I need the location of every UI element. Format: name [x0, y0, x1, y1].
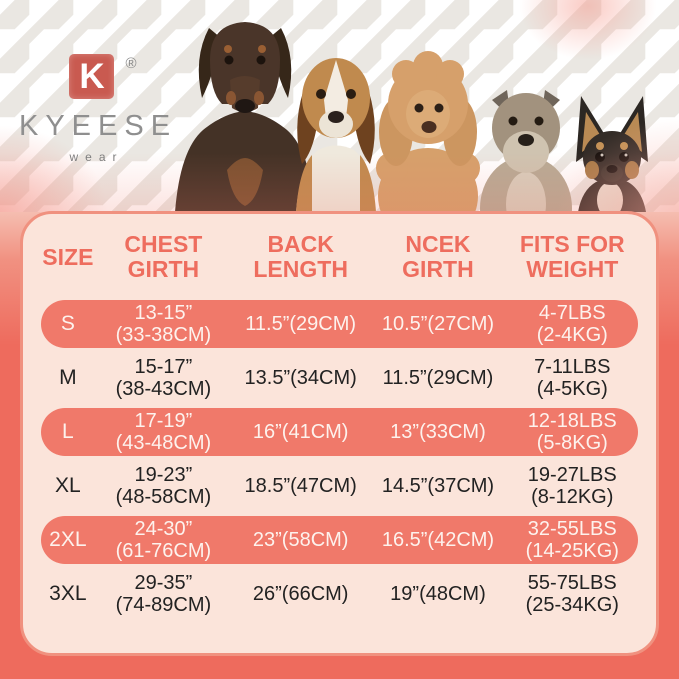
chest-inches: 17-19” [134, 409, 193, 432]
header-neck-line2: GIRTH [402, 256, 474, 282]
weight-lbs: 12-18LBS [527, 409, 617, 432]
dog-doberman [175, 22, 315, 212]
brand-mark-row: K ® [12, 54, 174, 99]
size-row-m: M 15-17” (38-43CM) 13.5”(34CM) 11.5”(29CM… [41, 354, 638, 402]
weight-cell: 12-18LBS (5-8KG) [507, 410, 638, 455]
neck-cell: 13”(33CM) [390, 420, 486, 443]
size-cell: 3XL [49, 582, 87, 606]
chest-cell: 17-19” (43-48CM) [95, 410, 232, 455]
chest-cm: (38-43CM) [115, 378, 212, 400]
chest-inches: 29-35” [134, 571, 193, 594]
back-cell: 23”(58CM) [252, 528, 349, 551]
neck-cell: 10.5”(27CM) [381, 312, 495, 335]
brand-k-mark: K [69, 54, 115, 99]
weight-kg: (2-4KG) [536, 324, 608, 346]
header-fits-weight: FITS FOR WEIGHT [507, 232, 638, 282]
weight-cell: 55-75LBS (25-34KG) [507, 572, 638, 617]
header-size-line1: SIZE [42, 243, 94, 270]
chest-inches: 13-15” [134, 301, 193, 324]
back-cell: 13.5”(34CM) [244, 366, 357, 389]
size-row-l: L 17-19” (43-48CM) 16”(41CM) 13”(33CM) 12… [41, 408, 638, 456]
brand-logo: K ® KYEESE wear [12, 54, 174, 164]
weight-kg: (4-5KG) [536, 378, 608, 400]
header-chest-line2: GIRTH [127, 256, 200, 282]
header-size: SIZE [41, 243, 95, 270]
header-back-line2: LENGTH [253, 256, 348, 282]
chest-cell: 15-17” (38-43CM) [95, 356, 232, 401]
header-weight-line2: WEIGHT [526, 256, 619, 282]
neck-cell: 14.5”(37CM) [381, 474, 495, 497]
registered-trademark: ® [125, 55, 137, 72]
brand-name: KYEESE [19, 110, 178, 142]
weight-lbs: 19-27LBS [527, 463, 617, 486]
weight-cell: 19-27LBS (8-12KG) [507, 464, 638, 509]
header-back-length: BACK LENGTH [232, 232, 369, 282]
weight-lbs: 4-7LBS [538, 301, 606, 324]
size-cell: S [60, 312, 75, 336]
header-neck-girth: NCEK GIRTH [369, 232, 506, 282]
back-cell: 26”(66CM) [252, 582, 349, 605]
header-back-line1: BACK [267, 231, 334, 258]
chest-cm: (48-58CM) [115, 486, 212, 508]
neck-cell: 16.5”(42CM) [381, 528, 495, 551]
weight-kg: (14-25KG) [525, 540, 619, 562]
dog-schnauzer [480, 90, 572, 212]
size-row-2xl: 2XL 24-30” (61-76CM) 23”(58CM) 16.5”(42CM… [41, 516, 638, 564]
dog-beagle [296, 58, 376, 212]
size-cell: XL [55, 474, 81, 498]
chest-cell: 19-23” (48-58CM) [95, 464, 232, 509]
dog-poodle [376, 51, 480, 212]
back-cell: 16”(41CM) [252, 420, 349, 443]
size-row-3xl: 3XL 29-35” (74-89CM) 26”(66CM) 19”(48CM) … [41, 570, 638, 618]
weight-kg: (5-8KG) [536, 432, 608, 454]
weight-cell: 7-11LBS (4-5KG) [507, 356, 638, 401]
header-chest-line1: CHEST [124, 231, 203, 258]
chest-cm: (43-48CM) [115, 432, 212, 454]
neck-cell: 19”(48CM) [390, 582, 486, 605]
size-cell: L [62, 420, 74, 444]
chest-cm: (61-76CM) [115, 540, 212, 562]
weight-cell: 4-7LBS (2-4KG) [507, 302, 638, 347]
weight-lbs: 32-55LBS [527, 517, 617, 540]
chest-inches: 19-23” [134, 463, 193, 486]
chest-cm: (74-89CM) [115, 594, 212, 616]
chest-cell: 13-15” (33-38CM) [95, 302, 232, 347]
size-chart-panel: SIZE CHEST GIRTH BACK LENGTH NCEK GIRTH FIT… [20, 211, 659, 656]
weight-lbs: 7-11LBS [534, 355, 611, 378]
dog-chihuahua [576, 96, 648, 212]
header-weight-line1: FITS FOR [519, 231, 625, 258]
header-neck-line1: NCEK [405, 231, 471, 258]
weight-cell: 32-55LBS (14-25KG) [507, 518, 638, 563]
size-cell: 2XL [49, 528, 87, 552]
weight-kg: (25-34KG) [525, 594, 619, 616]
chest-inches: 15-17” [134, 355, 193, 378]
size-chart-header-row: SIZE CHEST GIRTH BACK LENGTH NCEK GIRTH FIT… [41, 220, 638, 294]
chest-cell: 29-35” (74-89CM) [95, 572, 232, 617]
brand-tagline: wear [69, 150, 124, 164]
weight-kg: (8-12KG) [531, 486, 614, 508]
header-chest-girth: CHEST GIRTH [95, 232, 232, 282]
back-cell: 18.5”(47CM) [244, 474, 357, 497]
hero-banner: K ® KYEESE wear [0, 0, 679, 212]
weight-lbs: 55-75LBS [527, 571, 617, 594]
chest-cell: 24-30” (61-76CM) [95, 518, 232, 563]
chest-inches: 24-30” [134, 517, 193, 540]
size-row-s: S 13-15” (33-38CM) 11.5”(29CM) 10.5”(27CM… [41, 300, 638, 348]
size-cell: M [59, 366, 77, 390]
neck-cell: 11.5”(29CM) [382, 366, 494, 389]
back-cell: 11.5”(29CM) [245, 312, 357, 335]
chest-cm: (33-38CM) [115, 324, 212, 346]
size-row-xl: XL 19-23” (48-58CM) 18.5”(47CM) 14.5”(37C… [41, 462, 638, 510]
